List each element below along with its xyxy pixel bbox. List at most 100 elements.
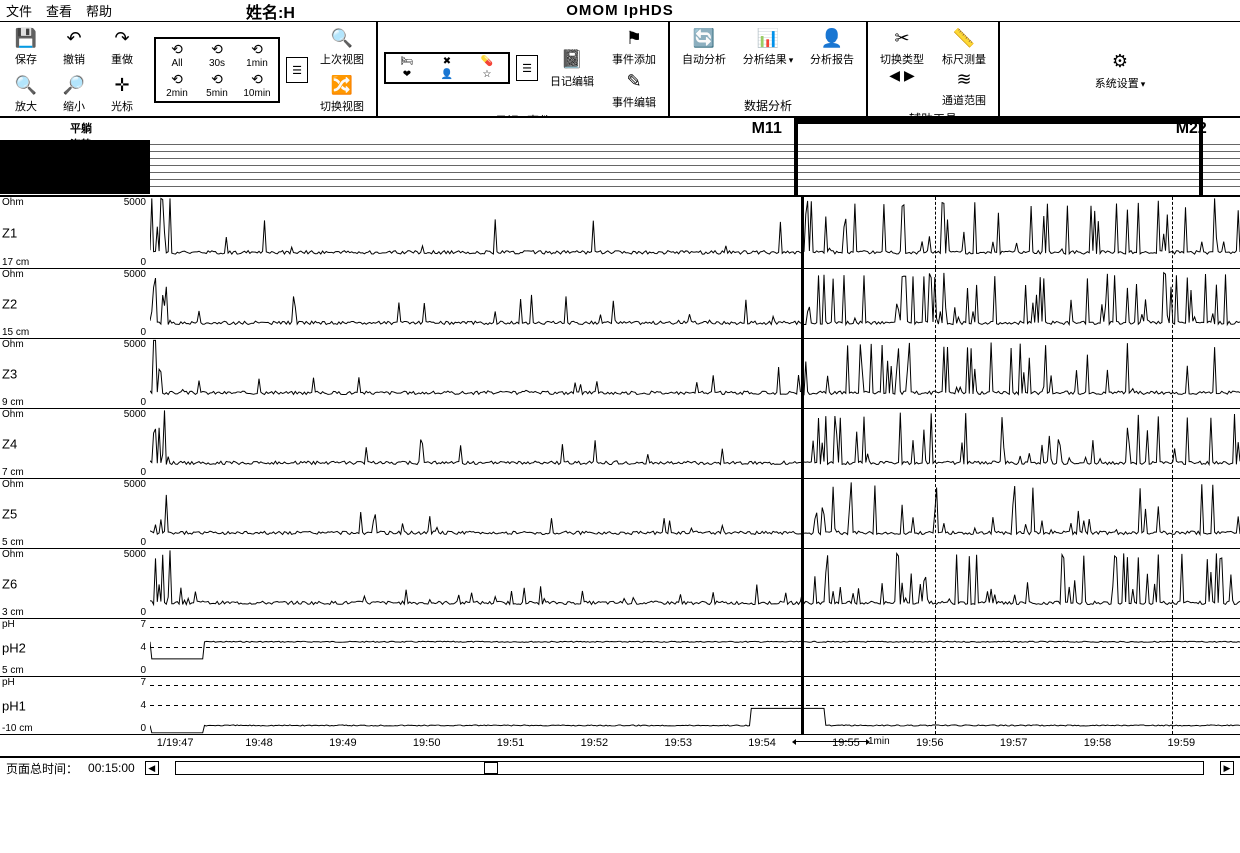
channel-Z2[interactable]: Ohm5000Z215 cm0	[0, 268, 1240, 338]
cursor-line[interactable]	[801, 197, 804, 268]
cursor-line[interactable]	[1172, 197, 1173, 268]
cursor-line[interactable]	[935, 479, 936, 548]
channel-ymax: 5000	[106, 479, 146, 490]
edit-icon: ✎	[622, 69, 646, 93]
cursor-line[interactable]	[1172, 677, 1173, 734]
zoom-preset-box: ⟲All ⟲30s ⟲1min ⟲2min ⟲5min ⟲10min	[154, 37, 280, 103]
cursor-line[interactable]	[801, 339, 804, 408]
cursor-line[interactable]	[801, 619, 804, 676]
heart-icon[interactable]: ❤	[390, 69, 424, 80]
app-title: OMOM IpHDS	[566, 2, 674, 19]
overview-strip[interactable]: 平躺 姿势 M11 M22	[0, 118, 1240, 196]
channel-name: pH2	[2, 640, 26, 655]
cursor-line[interactable]	[935, 339, 936, 408]
cursor-line[interactable]	[801, 549, 804, 618]
switch-type-button[interactable]: ✂切换类型	[874, 26, 930, 67]
channel-pH2[interactable]: pH74pH25 cm0	[0, 618, 1240, 676]
scrollbar-track[interactable]	[175, 761, 1204, 775]
channel-Z6[interactable]: Ohm5000Z63 cm0	[0, 548, 1240, 618]
cursor-line[interactable]	[935, 619, 936, 676]
time-tick: 19:54	[748, 737, 776, 749]
cursor-line[interactable]	[935, 197, 936, 268]
nav-arrows-icon[interactable]: ◀ ▶	[889, 67, 914, 84]
diary-edit-button[interactable]: 📓日记编辑	[544, 48, 600, 89]
channel-Z5[interactable]: Ohm5000Z55 cm0	[0, 478, 1240, 548]
zoom-10min-button[interactable]: ⟲10min	[240, 71, 274, 99]
channel-plot[interactable]	[150, 197, 1240, 268]
undo-button[interactable]: ↶撤销	[54, 26, 94, 67]
zoom-out-button[interactable]: 🔎缩小	[54, 73, 94, 114]
overview-selection[interactable]	[794, 118, 1203, 195]
star-icon[interactable]: ☆	[470, 69, 504, 80]
channel-Z1[interactable]: Ohm5000Z117 cm0	[0, 196, 1240, 268]
cursor-line[interactable]	[801, 409, 804, 478]
cursor-line[interactable]	[935, 549, 936, 618]
channel-name: Z3	[2, 366, 17, 381]
prev-view-button[interactable]: 🔍上次视图	[314, 26, 370, 67]
search-icon: 🔍	[330, 26, 354, 50]
cursor-button[interactable]: ✛光标	[102, 73, 142, 114]
analysis-result-button[interactable]: 📊分析结果	[740, 26, 796, 67]
channel-unit: Ohm	[2, 409, 24, 420]
channel-ymin: 0	[140, 397, 146, 408]
scroll-right-button[interactable]: ▶	[1220, 761, 1234, 775]
cursor-line[interactable]	[801, 269, 804, 338]
cursor-line[interactable]	[1172, 479, 1173, 548]
pill-icon[interactable]: 💊	[470, 56, 504, 67]
zoom-1min-button[interactable]: ⟲1min	[240, 41, 274, 69]
cursor-line[interactable]	[1172, 549, 1173, 618]
cursor-line[interactable]	[935, 269, 936, 338]
cursor-line[interactable]	[801, 479, 804, 548]
channel-name: Z5	[2, 506, 17, 521]
event-edit-button[interactable]: ✎事件编辑	[606, 69, 662, 110]
channel-plot[interactable]	[150, 409, 1240, 478]
channel-Z4[interactable]: Ohm5000Z47 cm0	[0, 408, 1240, 478]
bed-icon[interactable]: 🛏	[390, 56, 424, 67]
cursor-line[interactable]	[1172, 409, 1173, 478]
channel-plot[interactable]	[150, 549, 1240, 618]
time-tick: 19:51	[497, 737, 525, 749]
channel-plot[interactable]	[150, 677, 1240, 734]
clock-icon: ⟲	[211, 71, 223, 88]
channel-depth: 15 cm	[2, 327, 29, 338]
channel-plot[interactable]	[150, 619, 1240, 676]
cursor-line[interactable]	[935, 409, 936, 478]
auto-analysis-button[interactable]: 🔄自动分析	[676, 26, 732, 67]
channel-plot[interactable]	[150, 479, 1240, 548]
zoom-in-button[interactable]: 🔍放大	[6, 73, 46, 114]
event-add-button[interactable]: ⚑事件添加	[606, 26, 662, 67]
zoom-30s-button[interactable]: ⟲30s	[200, 41, 234, 69]
menu-help[interactable]: 帮助	[86, 1, 112, 20]
zoom-5min-button[interactable]: ⟲5min	[200, 71, 234, 99]
list-icon[interactable]: ☰	[286, 57, 308, 83]
menu-file[interactable]: 文件	[6, 1, 32, 20]
shuffle-icon: ✂	[890, 26, 914, 50]
channel-Z3[interactable]: Ohm5000Z39 cm0	[0, 338, 1240, 408]
toggle-view-button[interactable]: 🔀切换视图	[314, 73, 370, 114]
system-settings-button[interactable]: ⚙系统设置	[1092, 50, 1148, 91]
meal-icon[interactable]: ✖	[430, 56, 464, 67]
person-icon[interactable]: 👤	[430, 69, 464, 80]
scrollbar-thumb[interactable]	[484, 762, 498, 774]
cursor-line[interactable]	[1172, 339, 1173, 408]
cursor-line[interactable]	[935, 677, 936, 734]
scroll-left-button[interactable]: ◀	[145, 761, 159, 775]
redo-button[interactable]: ↷重做	[102, 26, 142, 67]
channel-pH1[interactable]: pH74pH1-10 cm0	[0, 676, 1240, 734]
channel-plot[interactable]	[150, 269, 1240, 338]
clock-icon: ⟲	[171, 41, 183, 58]
menu-view[interactable]: 查看	[46, 1, 72, 20]
zoom-all-button[interactable]: ⟲All	[160, 41, 194, 69]
zoom-2min-button[interactable]: ⟲2min	[160, 71, 194, 99]
channel-range-button[interactable]: ≋通道范围	[936, 67, 992, 108]
ruler-button[interactable]: 📏标尺测量	[936, 26, 992, 67]
cursor-line[interactable]	[1172, 269, 1173, 338]
time-tick: 19:57	[1000, 737, 1028, 749]
save-button[interactable]: 💾保存	[6, 26, 46, 67]
gear-icon: ⚙	[1108, 50, 1132, 74]
cursor-line[interactable]	[801, 677, 804, 734]
analysis-report-button[interactable]: 👤分析报告	[804, 26, 860, 67]
channel-plot[interactable]	[150, 339, 1240, 408]
list-icon[interactable]: ☰	[516, 55, 538, 81]
cursor-line[interactable]	[1172, 619, 1173, 676]
